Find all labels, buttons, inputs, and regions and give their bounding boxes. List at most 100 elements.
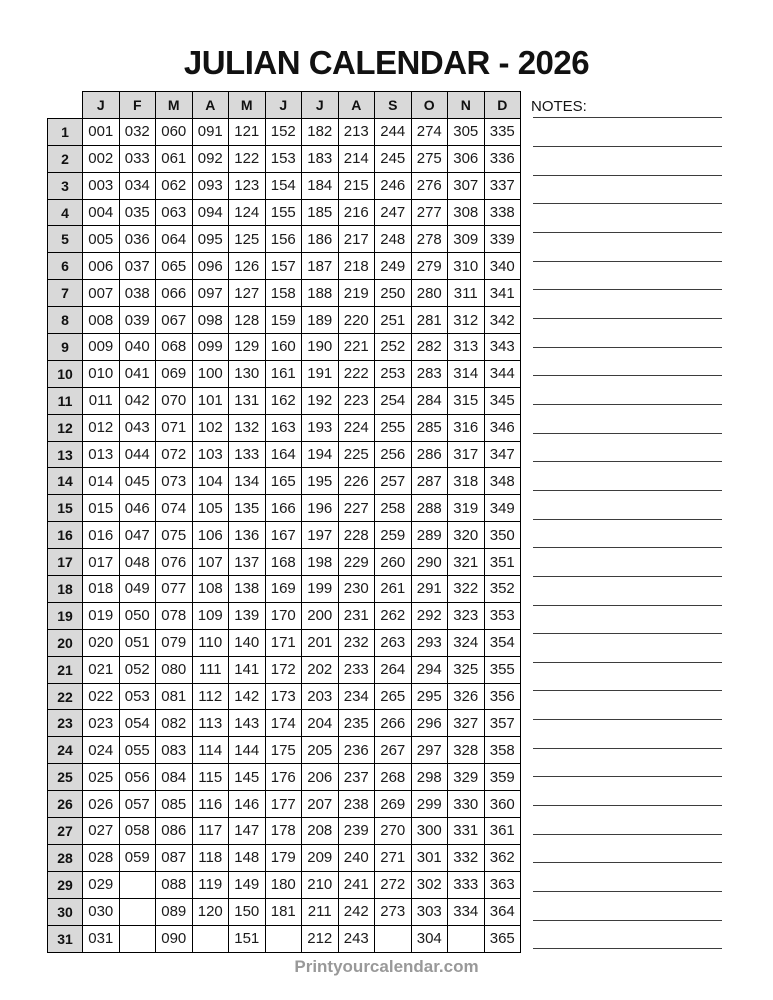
julian-day-cell: 331 [447, 817, 485, 845]
note-line [533, 548, 722, 577]
julian-day-cell: 229 [337, 548, 375, 577]
julian-day-cell: 262 [374, 601, 412, 630]
julian-day-cell: 250 [374, 279, 412, 308]
julian-day-cell: 012 [82, 413, 120, 442]
julian-day-cell: 187 [301, 252, 339, 281]
julian-day-cell: 310 [447, 252, 485, 281]
julian-day-cell [118, 897, 156, 926]
day-number-cell: 27 [47, 817, 83, 845]
julian-day-cell: 328 [447, 736, 485, 765]
julian-day-cell: 288 [410, 494, 448, 523]
julian-day-cell: 021 [82, 655, 120, 684]
julian-day-cell: 007 [82, 279, 120, 308]
table-row: 2 002 033 061 092 122 153 183 214 245 275 306 336 [47, 144, 521, 173]
julian-day-cell: 113 [191, 709, 229, 738]
julian-day-cell: 332 [447, 843, 485, 872]
julian-day-cell: 109 [191, 601, 229, 630]
note-line [533, 491, 722, 520]
day-number-cell: 23 [47, 709, 83, 738]
julian-day-cell: 002 [82, 144, 120, 173]
table-row: 18 018 049 077 108 138 169 199 230 261 291 322 352 [47, 575, 521, 603]
julian-day-cell: 346 [483, 413, 521, 442]
julian-day-cell: 042 [118, 386, 156, 415]
julian-day-cell: 249 [374, 252, 412, 281]
julian-day-cell: 076 [155, 548, 193, 577]
note-line [533, 348, 722, 377]
julian-day-cell: 342 [483, 306, 521, 335]
julian-day-cell: 120 [191, 897, 229, 926]
day-number-cell: 14 [47, 467, 83, 496]
day-number-cell: 15 [47, 494, 83, 523]
julian-day-cell: 051 [118, 628, 156, 657]
julian-day-cell: 313 [447, 333, 485, 361]
julian-day-cell: 306 [447, 144, 485, 173]
note-line [533, 434, 722, 463]
day-number-cell: 30 [47, 897, 83, 926]
julian-day-cell: 225 [337, 440, 375, 469]
note-line [533, 147, 722, 176]
julian-day-cell: 026 [82, 790, 120, 819]
julian-day-cell: 365 [483, 924, 521, 953]
julian-day-cell: 155 [264, 198, 302, 227]
julian-day-cell: 309 [447, 225, 485, 254]
julian-day-cell: 080 [155, 655, 193, 684]
julian-day-cell: 132 [228, 413, 266, 442]
julian-day-cell: 125 [228, 225, 266, 254]
day-number-cell: 12 [47, 413, 83, 442]
julian-day-cell: 285 [410, 413, 448, 442]
julian-day-cell: 316 [447, 413, 485, 442]
julian-day-cell: 292 [410, 601, 448, 630]
julian-day-cell: 150 [228, 897, 266, 926]
julian-day-cell: 044 [118, 440, 156, 469]
julian-day-cell: 137 [228, 548, 266, 577]
day-number-cell: 10 [47, 359, 83, 388]
julian-day-cell: 180 [264, 870, 302, 899]
julian-day-cell: 057 [118, 790, 156, 819]
julian-day-cell [264, 924, 302, 953]
table-row: 3 003 034 062 093 123 154 184 215 246 276 307 337 [47, 171, 521, 200]
julian-day-cell: 213 [337, 117, 375, 146]
julian-day-cell: 197 [301, 521, 339, 550]
table-row: 30 030 089 120 150 181 211 242 273 303 334 364 [47, 897, 521, 926]
julian-day-cell: 020 [82, 628, 120, 657]
day-number-cell: 16 [47, 521, 83, 550]
julian-day-cell: 196 [301, 494, 339, 523]
table-row: 10 010 041 069 100 130 161 191 222 253 283 314 344 [47, 359, 521, 388]
day-number-cell: 19 [47, 601, 83, 630]
julian-day-cell: 228 [337, 521, 375, 550]
note-line [533, 691, 722, 721]
julian-day-cell: 254 [374, 386, 412, 415]
note-line [533, 921, 722, 950]
day-number-cell: 9 [47, 333, 83, 361]
julian-day-cell [374, 924, 412, 953]
day-number-cell: 21 [47, 655, 83, 684]
julian-day-cell: 063 [155, 198, 193, 227]
julian-day-cell: 156 [264, 225, 302, 254]
julian-day-cell: 079 [155, 628, 193, 657]
julian-day-cell: 242 [337, 897, 375, 926]
julian-day-cell: 095 [191, 225, 229, 254]
julian-day-cell: 270 [374, 817, 412, 845]
julian-day-cell: 208 [301, 817, 339, 845]
julian-day-cell: 276 [410, 171, 448, 200]
julian-day-cell: 317 [447, 440, 485, 469]
julian-day-cell: 291 [410, 575, 448, 603]
julian-day-cell: 236 [337, 736, 375, 765]
julian-day-cell: 350 [483, 521, 521, 550]
julian-day-cell: 256 [374, 440, 412, 469]
julian-day-cell: 174 [264, 709, 302, 738]
julian-day-cell: 118 [191, 843, 229, 872]
julian-day-cell: 072 [155, 440, 193, 469]
julian-day-cell: 190 [301, 333, 339, 361]
julian-day-cell [447, 924, 485, 953]
julian-day-cell: 261 [374, 575, 412, 603]
julian-day-cell: 252 [374, 333, 412, 361]
julian-day-cell: 075 [155, 521, 193, 550]
julian-day-cell: 334 [447, 897, 485, 926]
julian-day-cell: 050 [118, 601, 156, 630]
julian-day-cell: 195 [301, 467, 339, 496]
corner-cell [48, 92, 83, 119]
page-title: JULIAN CALENDAR - 2026 [183, 44, 590, 81]
table-row: 9 009 040 068 099 129 160 190 221 252 282 313 343 [47, 333, 521, 361]
